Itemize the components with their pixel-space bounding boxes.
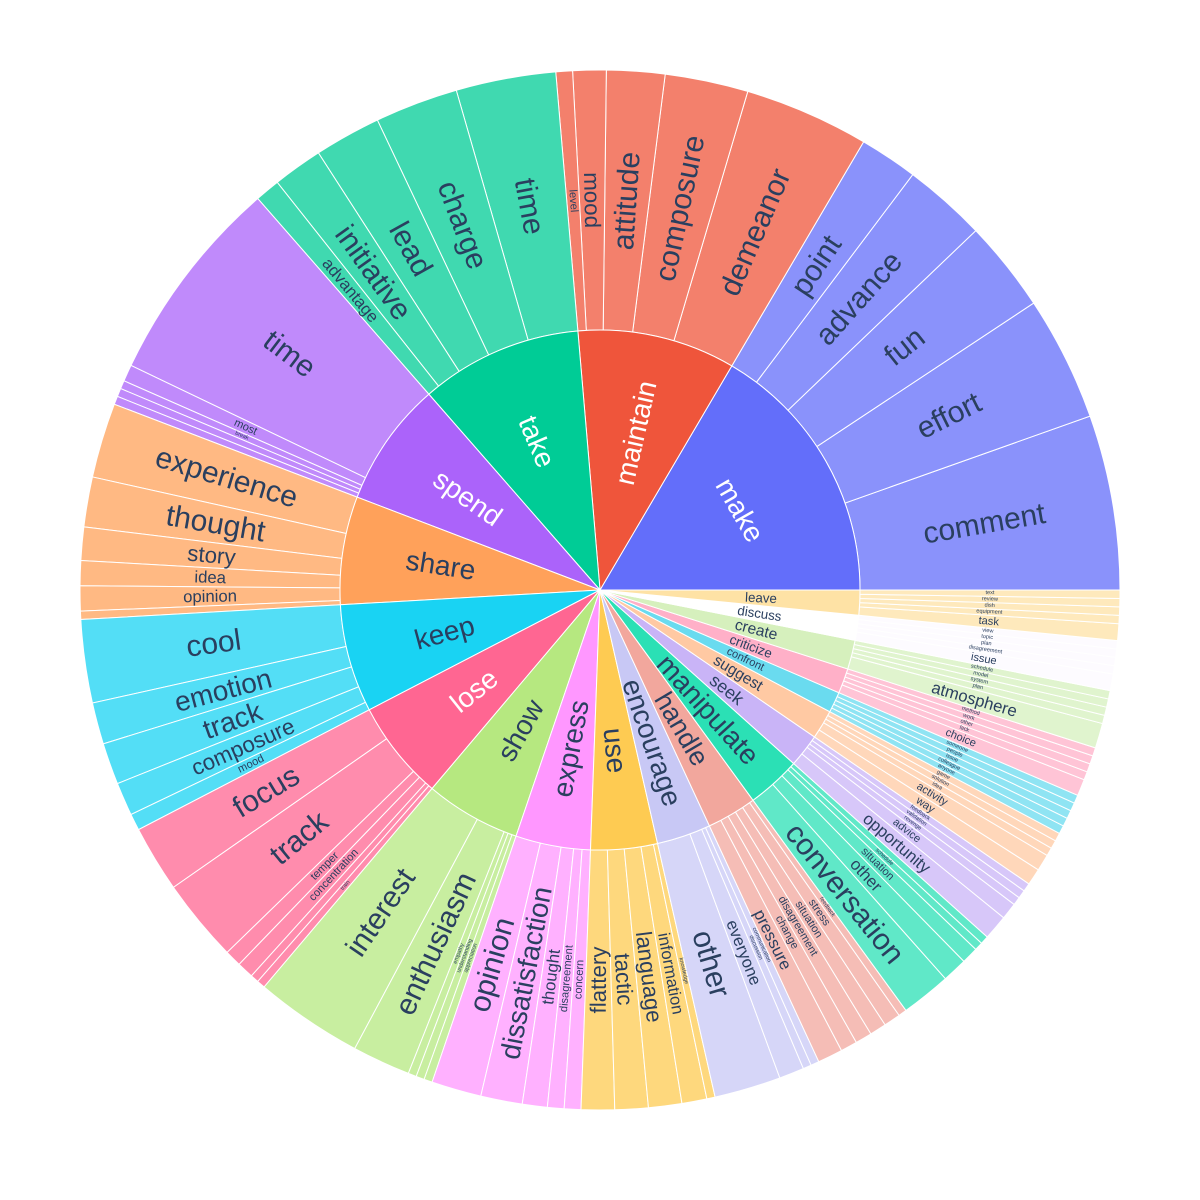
sector-leave[interactable] [599,589,861,616]
child-label-system: system [970,676,989,686]
child-label-tactic: tactic [610,953,638,1006]
child-label-view: view [982,628,995,635]
parent-label-discuss: discuss [736,603,782,624]
child-label-work: work [961,712,975,722]
child-label-plan: plan [972,683,984,691]
child-label-flattery: flattery [586,946,611,1014]
child-label-cool: cool [184,624,243,664]
child-label-disagreement: disagreement [968,644,1003,655]
child-label-plan: plan [981,640,992,647]
child-label-equipment: equipment [976,608,1003,616]
child-label-issue: issue [945,753,959,764]
sector-make[interactable] [599,365,861,591]
child-label-story: story [186,541,237,570]
child-label-dish: dish [984,603,995,609]
child-label-train: train [340,880,352,892]
child-label-idea: idea [931,781,944,792]
child-label-topic: topic [981,634,994,641]
child-label-mood: mood [579,172,605,228]
child-label-opinion: opinion [183,586,237,606]
child-label-knowledge: knowledge [677,957,689,984]
child-label-text: text [985,590,995,596]
child-label-game: game [936,769,951,781]
child-label-model: model [973,670,989,679]
child-label-attitude: attitude [607,151,647,251]
child-label-lack: lack [959,725,971,734]
parent-label-leave: leave [745,590,777,607]
child-label-schedule: schedule [970,663,993,673]
inner-ring [339,329,861,851]
child-label-disagreement: disagreement [558,945,576,1013]
child-label-idea: idea [194,567,227,587]
child-label-other: other [959,718,973,728]
child-label-issue: issue [970,651,998,667]
child-label-method: method [961,706,981,718]
child-label-review: review [982,596,999,602]
parent-label-use: use [597,727,632,775]
child-label-break: break [234,430,249,441]
child-label-concern: concern [572,959,586,999]
child-label-task: task [978,615,1000,629]
child-label-level: level [566,189,580,213]
